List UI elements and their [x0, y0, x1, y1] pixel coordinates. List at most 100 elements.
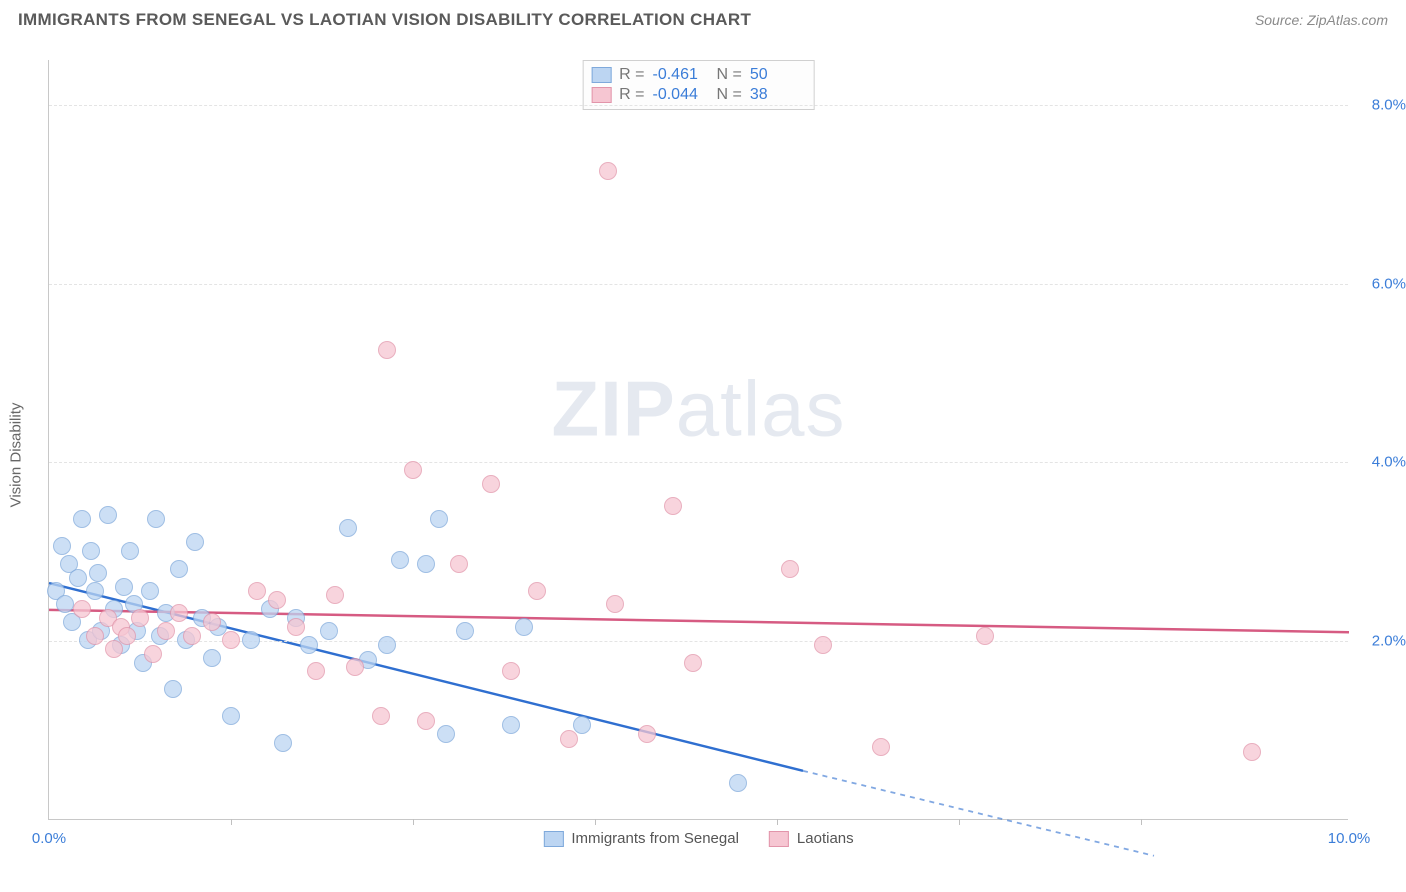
stat-n-label: N =: [717, 66, 742, 84]
data-point: [560, 730, 578, 748]
data-point: [300, 636, 318, 654]
data-point: [86, 627, 104, 645]
data-point: [346, 658, 364, 676]
data-point: [606, 595, 624, 613]
data-point: [456, 622, 474, 640]
x-tick: [777, 819, 778, 825]
data-point: [170, 604, 188, 622]
data-point: [599, 162, 617, 180]
stat-n-value: 50: [750, 66, 806, 84]
data-point: [147, 510, 165, 528]
data-point: [183, 627, 201, 645]
data-point: [99, 506, 117, 524]
data-point: [814, 636, 832, 654]
data-point: [781, 560, 799, 578]
x-tick-label: 0.0%: [32, 830, 66, 847]
data-point: [1243, 743, 1261, 761]
legend-stats-row: R =-0.044N =38: [591, 85, 806, 105]
trend-line-solid: [49, 610, 1349, 632]
x-tick: [413, 819, 414, 825]
data-point: [391, 551, 409, 569]
data-point: [164, 680, 182, 698]
data-point: [118, 627, 136, 645]
data-point: [56, 595, 74, 613]
data-point: [268, 591, 286, 609]
data-point: [729, 774, 747, 792]
data-point: [69, 569, 87, 587]
data-point: [170, 560, 188, 578]
data-point: [326, 586, 344, 604]
data-point: [638, 725, 656, 743]
x-tick: [595, 819, 596, 825]
stat-r-value: -0.044: [653, 86, 709, 104]
chart-title: IMMIGRANTS FROM SENEGAL VS LAOTIAN VISIO…: [18, 10, 751, 30]
data-point: [53, 537, 71, 555]
data-point: [684, 654, 702, 672]
data-point: [450, 555, 468, 573]
data-point: [203, 649, 221, 667]
stat-r-label: R =: [619, 66, 644, 84]
source-attribution: Source: ZipAtlas.com: [1255, 12, 1388, 28]
data-point: [502, 716, 520, 734]
legend-stats-row: R =-0.461N =50: [591, 65, 806, 85]
data-point: [242, 631, 260, 649]
y-axis-label: Vision Disability: [8, 403, 25, 508]
data-point: [86, 582, 104, 600]
chart-header: IMMIGRANTS FROM SENEGAL VS LAOTIAN VISIO…: [0, 0, 1406, 36]
legend-swatch: [769, 831, 789, 847]
legend-swatch: [591, 67, 611, 83]
gridline-h: [49, 105, 1348, 106]
data-point: [515, 618, 533, 636]
legend-swatch: [543, 831, 563, 847]
data-point: [664, 497, 682, 515]
data-point: [372, 707, 390, 725]
series-legend-label: Laotians: [797, 830, 854, 847]
data-point: [528, 582, 546, 600]
data-point: [248, 582, 266, 600]
x-tick: [959, 819, 960, 825]
data-point: [105, 640, 123, 658]
trend-line-dashed: [803, 771, 1154, 856]
data-point: [437, 725, 455, 743]
data-point: [417, 712, 435, 730]
data-point: [573, 716, 591, 734]
y-tick-label: 8.0%: [1372, 96, 1406, 113]
data-point: [378, 341, 396, 359]
data-point: [222, 707, 240, 725]
data-point: [320, 622, 338, 640]
series-legend: Immigrants from Senegal Laotians: [543, 830, 853, 847]
data-point: [89, 564, 107, 582]
trend-lines: [49, 60, 1348, 819]
data-point: [222, 631, 240, 649]
y-tick-label: 4.0%: [1372, 454, 1406, 471]
legend-swatch: [591, 87, 611, 103]
y-tick-label: 6.0%: [1372, 275, 1406, 292]
gridline-h: [49, 284, 1348, 285]
legend-stats-box: R =-0.461N =50R =-0.044N =38: [582, 60, 815, 110]
stat-n-label: N =: [717, 86, 742, 104]
x-tick-label: 10.0%: [1328, 830, 1371, 847]
data-point: [186, 533, 204, 551]
data-point: [82, 542, 100, 560]
data-point: [144, 645, 162, 663]
data-point: [430, 510, 448, 528]
data-point: [121, 542, 139, 560]
plot-area: ZIPatlas R =-0.461N =50R =-0.044N =38 Im…: [48, 60, 1348, 820]
data-point: [115, 578, 133, 596]
data-point: [73, 600, 91, 618]
series-legend-label: Immigrants from Senegal: [571, 830, 739, 847]
data-point: [131, 609, 149, 627]
x-tick: [231, 819, 232, 825]
data-point: [203, 613, 221, 631]
data-point: [287, 618, 305, 636]
series-legend-item: Laotians: [769, 830, 854, 847]
data-point: [417, 555, 435, 573]
data-point: [339, 519, 357, 537]
chart-container: Vision Disability ZIPatlas R =-0.461N =5…: [48, 60, 1378, 850]
data-point: [274, 734, 292, 752]
data-point: [482, 475, 500, 493]
stat-r-label: R =: [619, 86, 644, 104]
data-point: [141, 582, 159, 600]
data-point: [157, 622, 175, 640]
data-point: [378, 636, 396, 654]
